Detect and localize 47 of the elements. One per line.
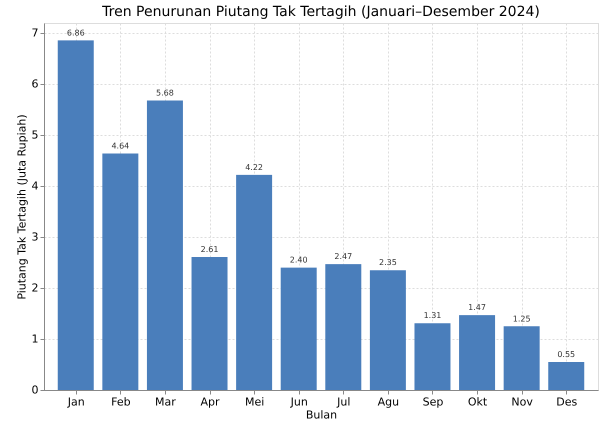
data-label: 1.31 (424, 311, 442, 320)
bar (325, 264, 362, 390)
data-label: 1.47 (468, 303, 486, 312)
bar (459, 315, 496, 390)
x-tick-label: Agu (378, 396, 400, 408)
data-label: 2.35 (378, 258, 397, 268)
data-label: 5.68 (156, 88, 174, 98)
y-axis-title: Piutang Tak Tertagih (Juta Rupiah) (16, 114, 28, 300)
x-tick-label: Apr (200, 396, 220, 408)
data-label: 2.61 (200, 244, 218, 254)
y-tick-label: 3 (32, 230, 38, 244)
y-tick-label: 0 (32, 384, 38, 396)
bar (414, 323, 450, 390)
bar (504, 326, 540, 390)
x-tick-label: Feb (111, 396, 131, 408)
data-label: 4.64 (111, 141, 130, 150)
y-tick-label: 6 (32, 78, 38, 91)
bar (192, 256, 228, 390)
bar (236, 174, 272, 390)
data-label: 2.40 (290, 256, 308, 265)
x-tick-label: Jun (290, 396, 308, 408)
data-label: 6.86 (66, 28, 85, 38)
y-tick-label: 4 (32, 180, 38, 193)
chart-title: Tren Penurunan Piutang Tak Tertagih (Januari–Desember 2024) (101, 4, 540, 20)
x-tick-label: Des (556, 396, 578, 408)
data-label: 4.22 (245, 162, 264, 172)
data-label: 2.47 (334, 252, 352, 262)
x-tick-label: Mei (244, 396, 264, 408)
x-tick-label: Jan (66, 396, 85, 408)
bar (280, 268, 317, 390)
y-tick-label: 5 (32, 128, 38, 142)
data-label: 0.55 (557, 350, 576, 359)
data-label: 1.25 (512, 314, 531, 324)
x-tick-label: Jul (336, 396, 350, 408)
bar (102, 153, 138, 390)
x-tick-label: Sep (422, 396, 444, 408)
x-axis-title: Bulan (306, 408, 338, 422)
bar (370, 270, 406, 390)
bar (548, 362, 584, 390)
y-tick-label: 1 (32, 332, 38, 346)
x-tick-label: Okt (468, 396, 488, 408)
y-tick-label: 2 (32, 282, 38, 295)
bar (146, 100, 183, 390)
y-tick-label: 7 (32, 26, 38, 40)
x-tick-label: Nov (511, 396, 534, 408)
x-tick-label: Mar (155, 396, 176, 408)
bar (58, 40, 94, 390)
